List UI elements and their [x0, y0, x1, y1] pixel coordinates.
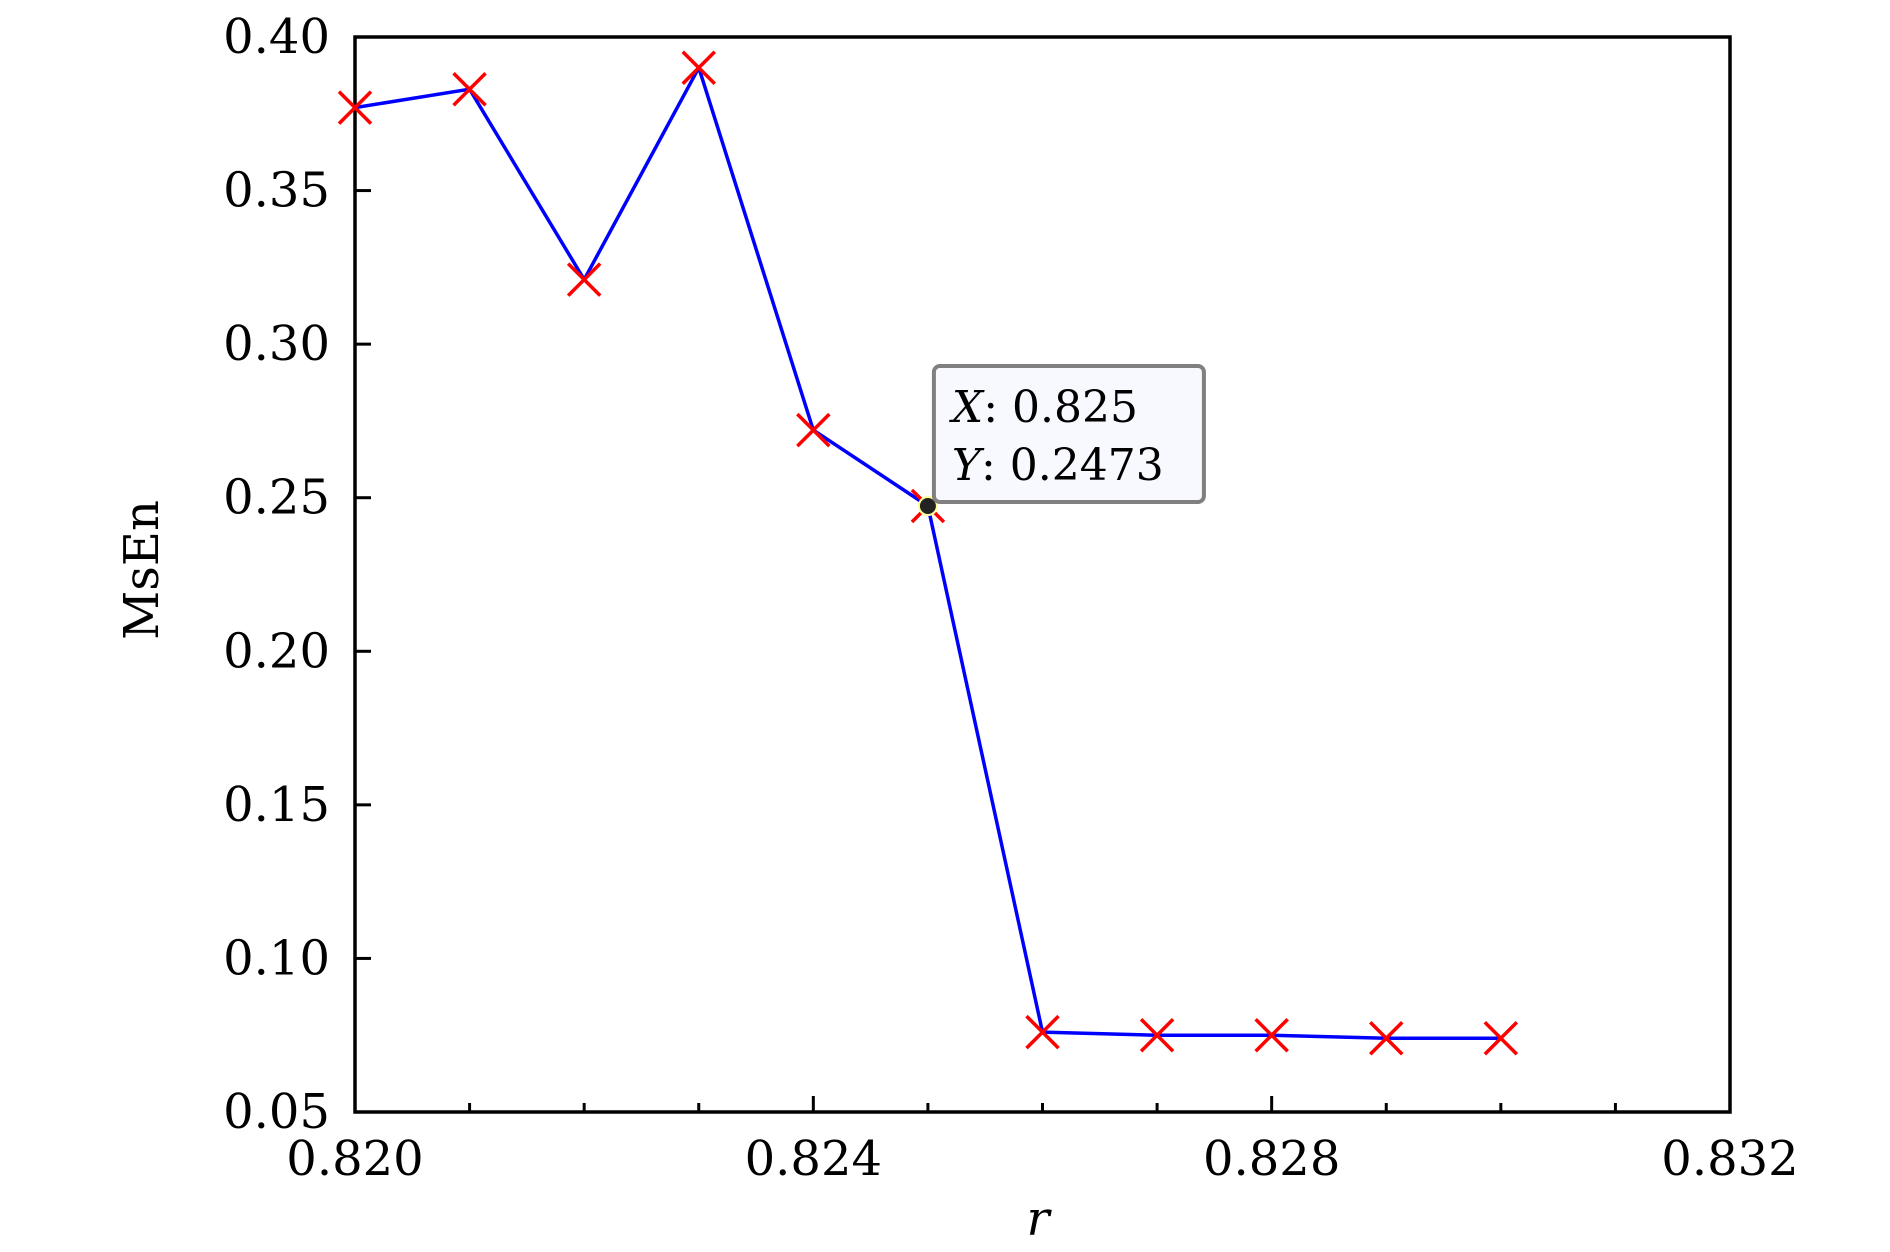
- data-point-marker[interactable]: [337, 90, 373, 125]
- data-point-marker[interactable]: [1483, 1021, 1519, 1056]
- ticks: 0.820 0.824 0.828 0.832 0.05 0.10 0.15 0.20 0.25…: [223, 9, 1799, 1187]
- x-tick-label: 0.824: [745, 1131, 882, 1187]
- axes-box: [353, 35, 1732, 1114]
- x-tick-label: 0.828: [1203, 1131, 1340, 1187]
- y-tick-label: 0.30: [223, 316, 330, 372]
- data-point-marker[interactable]: [1025, 1014, 1060, 1050]
- data-point-marker[interactable]: [1369, 1021, 1404, 1056]
- datatip-dot[interactable]: [917, 496, 938, 517]
- series-line: [354, 65, 1501, 1041]
- y-tick-label: 0.40: [223, 9, 330, 65]
- x-tick-label: 0.820: [286, 1131, 423, 1187]
- x-tick-label: 0.832: [1661, 1131, 1798, 1187]
- datatip-box: [931, 364, 1206, 505]
- y-tick-label: 0.10: [223, 930, 330, 986]
- y-tick-label: 0.20: [223, 623, 330, 679]
- datatip-x-text: X: 0.825: [949, 382, 1138, 433]
- x-axis-label: r: [1027, 1191, 1053, 1247]
- y-tick-label: 0.35: [223, 163, 330, 219]
- y-axis-label: MsEn: [114, 500, 170, 640]
- data-point-marker[interactable]: [1139, 1017, 1175, 1053]
- datatip[interactable]: X: 0.825 Y: 0.2473: [917, 364, 1206, 517]
- y-tick-label: 0.05: [223, 1084, 330, 1140]
- data-point-marker[interactable]: [681, 50, 716, 85]
- datatip-y-text: Y: 0.2473: [952, 440, 1164, 491]
- y-tick-label: 0.25: [223, 470, 330, 526]
- data-point-marker[interactable]: [1254, 1017, 1289, 1053]
- y-tick-label: 0.15: [223, 777, 330, 833]
- plot-area: [337, 35, 1732, 1114]
- data-point-marker[interactable]: [452, 71, 487, 107]
- data-point-marker[interactable]: [796, 412, 831, 448]
- data-point-marker[interactable]: [566, 262, 602, 297]
